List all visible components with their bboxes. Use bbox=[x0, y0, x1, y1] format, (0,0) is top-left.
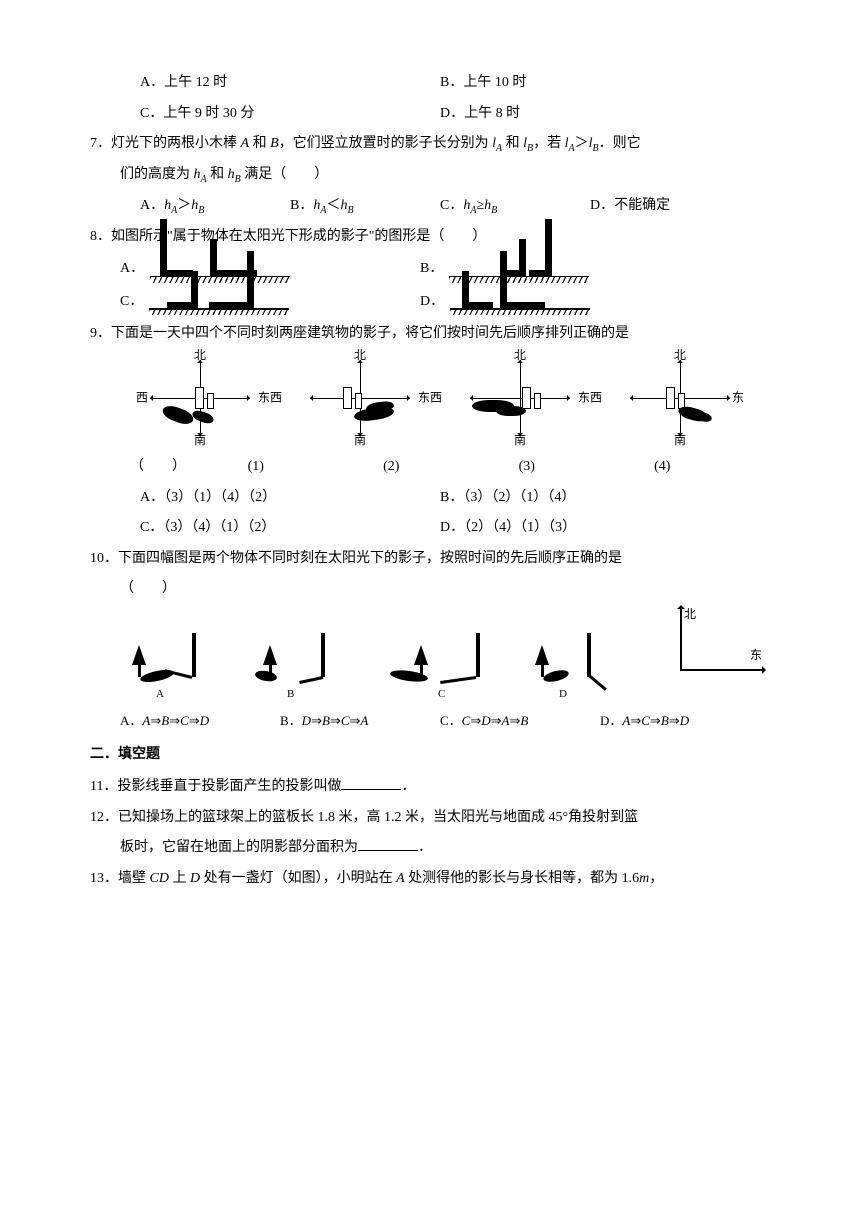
q9-options-row1: A．（3）（1）（4）（2） B．（3）（2）（1）（4） bbox=[140, 485, 770, 512]
q10-fig-d: D bbox=[525, 621, 635, 691]
q7-opt-d: D．不能确定 bbox=[590, 193, 740, 220]
q12-l2: 板时，它留在地面上的阴影部分面积为． bbox=[120, 835, 770, 862]
q11-blank bbox=[341, 776, 401, 790]
q9-opt-d: D．（2）（4）（1）（3） bbox=[440, 515, 740, 542]
q7-text2: 们的高度为 hA 和 hB 满足（ ） bbox=[120, 162, 770, 189]
q10-fig-a: A bbox=[120, 621, 230, 691]
q11: 11．投影线垂直于投影面产生的投影叫做． bbox=[90, 774, 770, 801]
q10-opt-b: B．D⇒B⇒C⇒A bbox=[280, 709, 440, 734]
q9-fig-2: 北 南 东西 bbox=[290, 358, 430, 438]
q12-blank bbox=[358, 837, 418, 851]
q-prev-options-row1: A．上午 12 时 B．上午 10 时 bbox=[140, 70, 770, 97]
q8-label-a: A． bbox=[120, 256, 144, 283]
q9-text: 9．下面是一天中四个不同时刻两座建筑物的影子，将它们按时间先后顺序排列正确的是 bbox=[90, 321, 770, 348]
q10-fig-b: B bbox=[255, 621, 365, 691]
q10-opt-c: C．C⇒D⇒A⇒B bbox=[440, 709, 600, 734]
q7-text: 7．灯光下的两根小木棒 A 和 B，它们竖立放置时的影子长分别为 lA 和 lB… bbox=[90, 131, 770, 158]
q8-fig-row2: C． D． bbox=[120, 289, 770, 316]
section-2-title: 二．填空题 bbox=[90, 742, 770, 769]
q7-opt-a: A．hA＞hB bbox=[140, 193, 290, 220]
q8-label-b: B． bbox=[420, 256, 443, 283]
q9-options-row2: C．（3）（4）（1）（2） D．（2）（4）（1）（3） bbox=[140, 515, 770, 542]
q12-l1: 12．已知操场上的篮球架上的篮板长 1.8 米，高 1.2 米，当太阳光与地面成… bbox=[90, 805, 770, 832]
option-b: B．上午 10 时 bbox=[440, 70, 740, 97]
q10-figures: A B C D 北 东 bbox=[120, 611, 770, 691]
option-c: C．上午 9 时 30 分 bbox=[140, 101, 440, 128]
q10-text: 10．下面四幅图是两个物体不同时刻在太阳光下的影子，按照时间的先后顺序正确的是 bbox=[90, 546, 770, 573]
q8-label-c: C． bbox=[120, 289, 143, 316]
q10-opt-a: A．A⇒B⇒C⇒D bbox=[120, 709, 280, 734]
q9-opt-a: A．（3）（1）（4）（2） bbox=[140, 485, 440, 512]
q8-fig-c: C． bbox=[120, 289, 420, 316]
option-a: A．上午 12 时 bbox=[140, 70, 440, 97]
q8-fig-a: A． bbox=[120, 256, 420, 283]
q10-paren: （ ） bbox=[120, 576, 770, 603]
q8-ground-d bbox=[450, 309, 590, 315]
q9-opt-b: B．（3）（2）（1）（4） bbox=[440, 485, 740, 512]
q8-label-d: D． bbox=[420, 289, 444, 316]
q9-fig-4: 北 南 东 bbox=[610, 358, 750, 438]
q8-fig-d: D． bbox=[420, 289, 720, 316]
option-d: D．上午 8 时 bbox=[440, 101, 740, 128]
q-prev-options-row2: C．上午 9 时 30 分 D．上午 8 时 bbox=[140, 101, 770, 128]
q10-options: A．A⇒B⇒C⇒D B．D⇒B⇒C⇒A C．C⇒D⇒A⇒B D．A⇒C⇒B⇒D bbox=[120, 709, 770, 734]
q10-fig-c: C bbox=[390, 621, 500, 691]
q10-opt-d: D．A⇒C⇒B⇒D bbox=[600, 709, 760, 734]
q9-nums: （ ） (1) (2) (3) (4) bbox=[130, 454, 730, 481]
q9-fig-3: 北 南 东西 bbox=[450, 358, 590, 438]
q7-options: A．hA＞hB B．hA＜hB C．hA≥hB D．不能确定 bbox=[140, 193, 770, 220]
q9-opt-c: C．（3）（4）（1）（2） bbox=[140, 515, 440, 542]
q9-fig-1: 北 南 西 东西 bbox=[130, 358, 270, 438]
q13: 13．墙壁 CD 上 D 处有一盏灯（如图），小明站在 A 处测得他的影长与身长… bbox=[90, 866, 770, 893]
q8-ground-c bbox=[149, 309, 289, 315]
q7-opt-b: B．hA＜hB bbox=[290, 193, 440, 220]
q9-figures: 北 南 西 东西 北 南 东西 北 南 东西 bbox=[130, 358, 750, 438]
q7-opt-c: C．hA≥hB bbox=[440, 193, 590, 220]
q10-axis: 北 东 bbox=[660, 601, 770, 691]
